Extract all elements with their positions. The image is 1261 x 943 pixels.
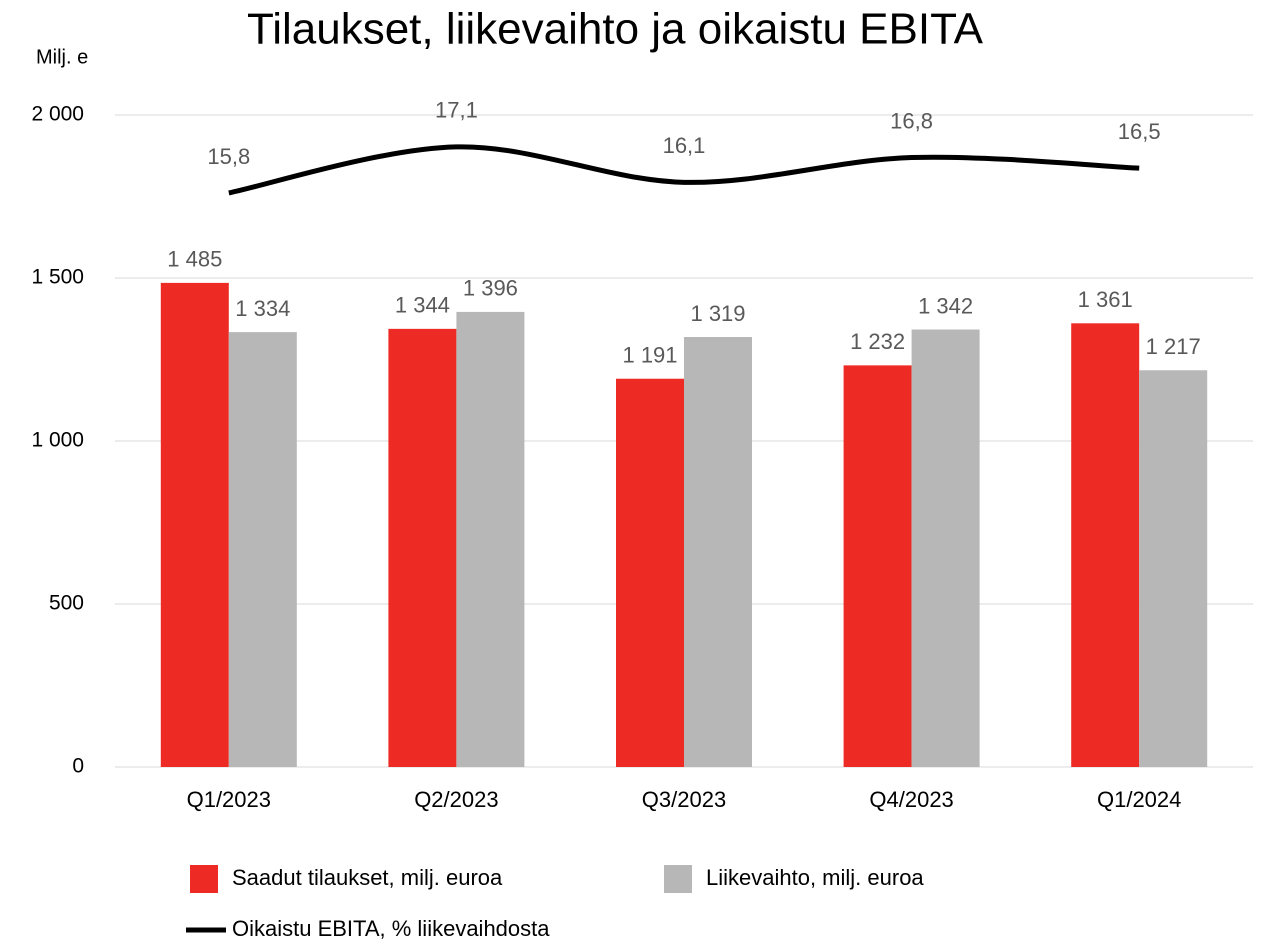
- data-label: 1 485: [167, 247, 222, 272]
- y-tick-label: 2 000: [31, 103, 84, 126]
- data-label: 1 334: [235, 296, 290, 321]
- x-tick-label: Q2/2023: [414, 787, 498, 812]
- data-label: 16,8: [890, 108, 933, 133]
- data-label: 16,5: [1118, 119, 1161, 144]
- legend-swatch: [664, 865, 692, 893]
- bar: [684, 337, 752, 767]
- x-tick-label: Q4/2023: [869, 787, 953, 812]
- data-label: 15,8: [207, 144, 250, 169]
- x-tick-label: Q3/2023: [642, 787, 726, 812]
- line: [228, 144, 1140, 196]
- data-label: 1 342: [918, 293, 973, 318]
- bar: [616, 378, 684, 767]
- bar: [456, 311, 525, 767]
- y-axis-label: Milj. e: [36, 46, 88, 68]
- data-label: 1 344: [395, 293, 450, 318]
- data-label: 16,1: [663, 133, 706, 158]
- data-label: 17,1: [435, 98, 478, 123]
- bar: [843, 365, 912, 767]
- data-label: 1 191: [622, 343, 677, 368]
- legend-label: Oikaistu EBITA, % liikevaihdosta: [232, 916, 550, 941]
- legend-swatch: [190, 865, 218, 893]
- data-label: 1 361: [1078, 287, 1133, 312]
- x-tick-label: Q1/2023: [187, 787, 271, 812]
- legend-label: Saadut tilaukset, milj. euroa: [232, 865, 503, 890]
- bar: [1071, 323, 1140, 767]
- bar: [228, 332, 297, 767]
- bar: [160, 282, 229, 767]
- data-label: 1 217: [1146, 334, 1201, 359]
- y-tick-label: 1 500: [31, 266, 84, 289]
- bar: [911, 329, 980, 767]
- y-tick-label: 500: [49, 592, 84, 615]
- data-label: 1 232: [850, 329, 905, 354]
- y-tick-label: 1 000: [31, 429, 84, 452]
- bar: [388, 328, 457, 767]
- data-label: 1 319: [690, 301, 745, 326]
- y-tick-label: 0: [72, 755, 84, 778]
- data-label: 1 396: [463, 276, 518, 301]
- chart-title: Tilaukset, liikevaihto ja oikaistu EBITA: [247, 5, 984, 54]
- bar: [1139, 370, 1208, 767]
- x-tick-label: Q1/2024: [1097, 787, 1181, 812]
- legend-label: Liikevaihto, milj. euroa: [706, 865, 924, 890]
